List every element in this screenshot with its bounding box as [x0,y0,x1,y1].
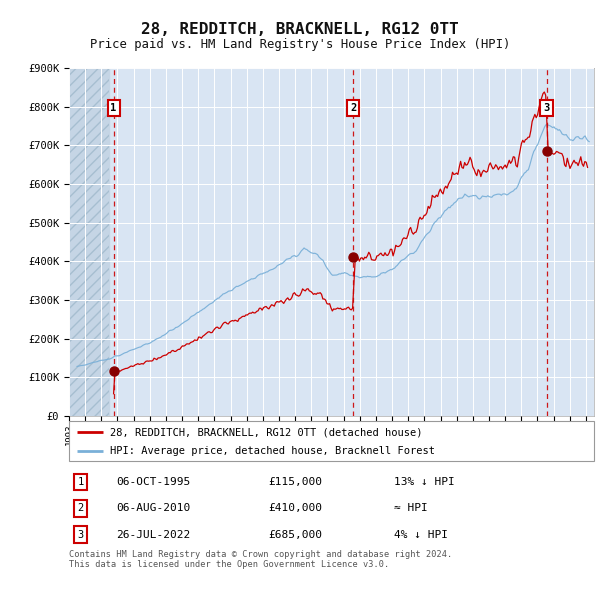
Text: 06-OCT-1995: 06-OCT-1995 [116,477,191,487]
Text: Price paid vs. HM Land Registry's House Price Index (HPI): Price paid vs. HM Land Registry's House … [90,38,510,51]
Text: 2: 2 [77,503,83,513]
Bar [69,68,109,416]
Text: £115,000: £115,000 [269,477,323,487]
Text: 4% ↓ HPI: 4% ↓ HPI [395,530,449,540]
Text: 3: 3 [77,530,83,540]
Text: 1: 1 [77,477,83,487]
Text: 28, REDDITCH, BRACKNELL, RG12 0TT (detached house): 28, REDDITCH, BRACKNELL, RG12 0TT (detac… [110,427,422,437]
Text: ≈ HPI: ≈ HPI [395,503,428,513]
Text: 1: 1 [110,103,117,113]
Text: 2: 2 [350,103,356,113]
Text: 06-AUG-2010: 06-AUG-2010 [116,503,191,513]
Text: 3: 3 [544,103,550,113]
FancyBboxPatch shape [69,421,594,461]
Text: 28, REDDITCH, BRACKNELL, RG12 0TT: 28, REDDITCH, BRACKNELL, RG12 0TT [141,22,459,37]
Text: 26-JUL-2022: 26-JUL-2022 [116,530,191,540]
Text: £410,000: £410,000 [269,503,323,513]
Text: Contains HM Land Registry data © Crown copyright and database right 2024.
This d: Contains HM Land Registry data © Crown c… [69,550,452,569]
Text: £685,000: £685,000 [269,530,323,540]
Text: HPI: Average price, detached house, Bracknell Forest: HPI: Average price, detached house, Brac… [110,447,435,456]
Text: 13% ↓ HPI: 13% ↓ HPI [395,477,455,487]
Bar [69,68,109,416]
